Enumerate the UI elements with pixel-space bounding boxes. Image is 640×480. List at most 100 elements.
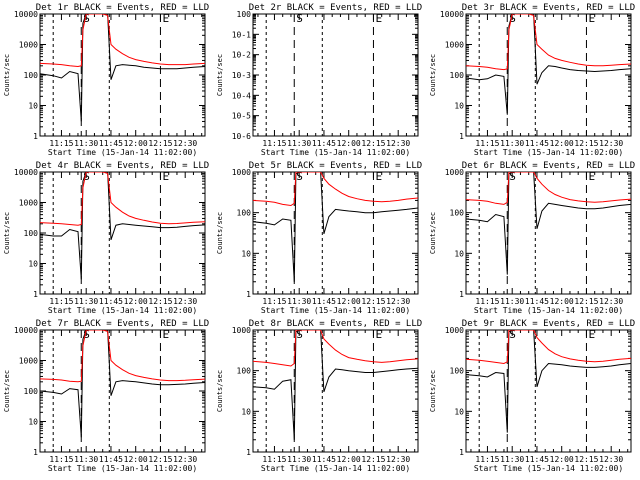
y-axis-label: Counts/sec bbox=[216, 212, 224, 254]
y-tick-label: 10 bbox=[241, 249, 251, 258]
panel-title: Det 3r BLACK = Events, RED = LLD bbox=[462, 3, 635, 13]
series-events-line bbox=[466, 330, 631, 433]
x-tick-label: 12:30 bbox=[599, 139, 623, 148]
panel-det-2: Det 2r BLACK = Events, RED = LLD 10-6 10-5… bbox=[216, 3, 422, 157]
y-tick-label: 100 bbox=[24, 71, 39, 80]
x-tick-label: 12:30 bbox=[599, 455, 623, 464]
x-tick-label: 11:45 bbox=[525, 297, 549, 306]
y-tick-label: 1 bbox=[33, 290, 38, 299]
y-tick-label: 10-4 bbox=[232, 91, 251, 100]
x-tick-label: 12:00 bbox=[337, 455, 361, 464]
y-tick-label: 1 bbox=[33, 448, 38, 457]
series-lld-line bbox=[40, 330, 205, 383]
y-tick-label: 1000 bbox=[19, 199, 38, 208]
panel-det-1: Det 1r BLACK = Events, RED = LLD 1 10 100 10… bbox=[3, 3, 209, 157]
series-lld-line bbox=[40, 172, 205, 226]
y-axis-label: Counts/sec bbox=[429, 212, 437, 254]
y-tick-label: 10-3 bbox=[232, 71, 251, 80]
y-tick-label: 10 bbox=[28, 102, 38, 111]
series-lld-line bbox=[40, 14, 205, 68]
panel-det-3: Det 3r BLACK = Events, RED = LLD 1 10 100 10… bbox=[429, 3, 635, 157]
series-lld-line bbox=[466, 172, 631, 205]
y-tick-label: 1000 bbox=[19, 357, 38, 366]
y-tick-label: 10 bbox=[28, 418, 38, 427]
y-tick-label: 1 bbox=[459, 448, 464, 457]
y-tick-label: 1000 bbox=[445, 326, 464, 335]
marker-label: S bbox=[296, 12, 303, 25]
x-tick-label: 12:30 bbox=[599, 297, 623, 306]
y-tick-label: 10 bbox=[454, 407, 464, 416]
panel-det-4: Det 4r BLACK = Events, RED = LLD 1 10 100 10… bbox=[3, 161, 209, 315]
series-lld-line bbox=[253, 330, 418, 367]
marker-label: E bbox=[162, 12, 169, 25]
y-tick-label: 10000 bbox=[14, 326, 38, 335]
y-tick-label: 1 bbox=[459, 290, 464, 299]
plot-frame bbox=[39, 329, 206, 453]
x-tick-label: 11:45 bbox=[525, 455, 549, 464]
y-tick-label: 10 bbox=[454, 102, 464, 111]
y-tick-label: 10-2 bbox=[232, 51, 251, 60]
x-axis-label: Start Time (15-Jan-14 11:02:00) bbox=[474, 148, 623, 157]
y-tick-label: 10 bbox=[454, 249, 464, 258]
panel-title: Det 7r BLACK = Events, RED = LLD bbox=[36, 319, 209, 329]
y-tick-label: 100 bbox=[24, 387, 39, 396]
x-tick-label: 12:30 bbox=[386, 455, 410, 464]
x-tick-label: 12:15 bbox=[574, 139, 598, 148]
x-tick-label: 12:15 bbox=[148, 297, 172, 306]
x-tick-label: 11:15 bbox=[262, 139, 286, 148]
y-tick-label: 10-6 bbox=[232, 132, 251, 141]
x-axis-label: Start Time (15-Jan-14 11:02:00) bbox=[261, 148, 410, 157]
x-axis-label: Start Time (15-Jan-14 11:02:00) bbox=[48, 148, 197, 157]
y-tick-label: 100 bbox=[237, 10, 252, 19]
panel-det-7: Det 7r BLACK = Events, RED = LLD 1 10 100 10… bbox=[3, 319, 209, 473]
x-tick-label: 11:30 bbox=[500, 455, 524, 464]
marker-label: E bbox=[162, 170, 169, 183]
marker-label: S bbox=[296, 328, 303, 341]
x-axis-label: Start Time (15-Jan-14 11:02:00) bbox=[261, 464, 410, 473]
y-tick-label: 10 bbox=[241, 407, 251, 416]
panel-title: Det 2r BLACK = Events, RED = LLD bbox=[249, 3, 422, 13]
plot-frame bbox=[252, 13, 419, 137]
y-axis-label: Counts/sec bbox=[429, 54, 437, 96]
marker-label: E bbox=[375, 12, 382, 25]
x-tick-label: 12:30 bbox=[173, 455, 197, 464]
x-tick-label: 11:15 bbox=[49, 455, 73, 464]
marker-label: S bbox=[83, 12, 90, 25]
marker-label: S bbox=[509, 328, 516, 341]
x-tick-label: 12:00 bbox=[550, 139, 574, 148]
y-tick-label: 10 bbox=[28, 260, 38, 269]
x-tick-label: 11:30 bbox=[287, 455, 311, 464]
x-tick-label: 11:15 bbox=[475, 297, 499, 306]
x-tick-label: 12:30 bbox=[173, 297, 197, 306]
panel-title: Det 1r BLACK = Events, RED = LLD bbox=[36, 3, 209, 13]
x-tick-label: 11:45 bbox=[99, 455, 123, 464]
x-axis-label: Start Time (15-Jan-14 11:02:00) bbox=[48, 306, 197, 315]
x-tick-label: 11:15 bbox=[49, 139, 73, 148]
x-tick-label: 11:30 bbox=[74, 455, 98, 464]
y-axis-label: Counts/sec bbox=[216, 54, 224, 96]
panel-title: Det 6r BLACK = Events, RED = LLD bbox=[462, 161, 635, 171]
plot-frame bbox=[465, 329, 632, 453]
y-tick-label: 1000 bbox=[19, 41, 38, 50]
panel-det-5: Det 5r BLACK = Events, RED = LLD 1 10 100 10… bbox=[216, 161, 422, 315]
x-tick-label: 11:45 bbox=[312, 455, 336, 464]
x-axis-label: Start Time (15-Jan-14 11:02:00) bbox=[261, 306, 410, 315]
marker-label: S bbox=[509, 170, 516, 183]
x-tick-label: 12:00 bbox=[124, 297, 148, 306]
plot-frame bbox=[465, 13, 632, 137]
x-tick-label: 12:00 bbox=[550, 297, 574, 306]
y-tick-label: 10-1 bbox=[232, 30, 251, 39]
y-axis-label: Counts/sec bbox=[429, 370, 437, 412]
series-events-line bbox=[253, 172, 418, 282]
x-tick-label: 11:15 bbox=[49, 297, 73, 306]
x-tick-label: 12:15 bbox=[361, 297, 385, 306]
panel-title: Det 9r BLACK = Events, RED = LLD bbox=[462, 319, 635, 329]
y-tick-label: 100 bbox=[24, 229, 39, 238]
panel-title: Det 5r BLACK = Events, RED = LLD bbox=[249, 161, 422, 171]
x-tick-label: 11:30 bbox=[287, 139, 311, 148]
x-tick-label: 11:30 bbox=[74, 297, 98, 306]
panel-det-6: Det 6r BLACK = Events, RED = LLD 1 10 100 10… bbox=[429, 161, 635, 315]
x-tick-label: 12:15 bbox=[361, 455, 385, 464]
y-tick-label: 100 bbox=[237, 367, 252, 376]
x-tick-label: 12:00 bbox=[124, 455, 148, 464]
